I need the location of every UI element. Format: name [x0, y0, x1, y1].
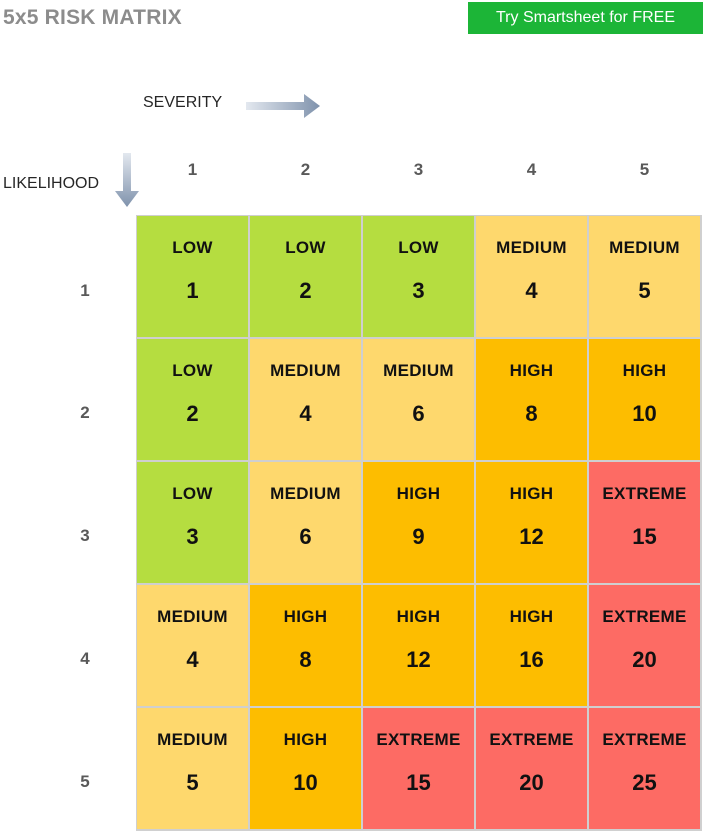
risk-cell: EXTREME 20 [475, 707, 588, 830]
page-title: 5x5 RISK MATRIX [3, 6, 182, 29]
risk-cell: LOW 3 [362, 215, 475, 338]
risk-cell: EXTREME 25 [588, 707, 701, 830]
risk-level: MEDIUM [270, 361, 341, 380]
risk-level: HIGH [283, 607, 328, 626]
risk-level: HIGH [283, 730, 328, 749]
risk-score: 10 [632, 401, 657, 426]
risk-level: EXTREME [602, 730, 687, 749]
likelihood-value: 2 [80, 403, 90, 422]
risk-level: MEDIUM [496, 238, 567, 257]
risk-level: HIGH [622, 361, 667, 380]
risk-score: 20 [519, 770, 544, 795]
risk-cell: HIGH 12 [362, 584, 475, 707]
risk-score: 10 [293, 770, 318, 795]
risk-score: 2 [186, 401, 199, 426]
risk-level: MEDIUM [157, 607, 228, 626]
risk-cell: MEDIUM 4 [136, 584, 249, 707]
risk-score: 16 [519, 647, 544, 672]
risk-score: 8 [525, 401, 538, 426]
likelihood-value: 5 [80, 772, 90, 791]
risk-level: HIGH [396, 484, 441, 503]
likelihood-value: 4 [80, 649, 90, 668]
risk-cell: MEDIUM 4 [475, 215, 588, 338]
risk-level: MEDIUM [383, 361, 454, 380]
risk-score: 4 [299, 401, 312, 426]
risk-cell: HIGH 10 [249, 707, 362, 830]
risk-cell: EXTREME 15 [362, 707, 475, 830]
risk-level: HIGH [509, 484, 554, 503]
severity-value: 5 [639, 160, 650, 179]
risk-score: 3 [412, 278, 425, 303]
risk-score: 15 [406, 770, 431, 795]
risk-level: LOW [172, 361, 213, 380]
risk-score: 20 [632, 647, 657, 672]
risk-score: 12 [406, 647, 431, 672]
risk-level: LOW [172, 238, 213, 257]
risk-level: HIGH [509, 361, 554, 380]
risk-cell: MEDIUM 4 [249, 338, 362, 461]
severity-value: 2 [300, 160, 311, 179]
risk-cell: EXTREME 15 [588, 461, 701, 584]
risk-cell: MEDIUM 6 [249, 461, 362, 584]
severity-value: 1 [187, 160, 198, 179]
risk-cell: LOW 1 [136, 215, 249, 338]
risk-score: 6 [299, 524, 312, 549]
risk-level: MEDIUM [157, 730, 228, 749]
risk-score: 9 [412, 524, 425, 549]
risk-score: 6 [412, 401, 425, 426]
risk-cell: HIGH 8 [249, 584, 362, 707]
risk-level: EXTREME [376, 730, 461, 749]
risk-score: 5 [186, 770, 199, 795]
severity-value: 4 [526, 160, 537, 179]
risk-level: LOW [172, 484, 213, 503]
risk-score: 25 [632, 770, 657, 795]
risk-level: HIGH [509, 607, 554, 626]
risk-score: 4 [186, 647, 199, 672]
try-smartsheet-button[interactable]: Try Smartsheet for FREE [468, 2, 703, 34]
risk-score: 4 [525, 278, 538, 303]
risk-cell: MEDIUM 6 [362, 338, 475, 461]
risk-level: LOW [398, 238, 439, 257]
arrow-down-icon [115, 153, 139, 207]
likelihood-axis-label: LIKELIHOOD [3, 175, 100, 192]
likelihood-value: 1 [80, 281, 90, 300]
risk-level: MEDIUM [270, 484, 341, 503]
risk-score: 1 [186, 278, 199, 303]
risk-level: EXTREME [489, 730, 574, 749]
risk-level: MEDIUM [609, 238, 680, 257]
risk-score: 15 [632, 524, 657, 549]
risk-cell: HIGH 12 [475, 461, 588, 584]
risk-score: 8 [299, 647, 312, 672]
severity-value: 3 [413, 160, 424, 179]
risk-score: 3 [186, 524, 199, 549]
risk-level: EXTREME [602, 484, 687, 503]
risk-cell: HIGH 8 [475, 338, 588, 461]
risk-cell: MEDIUM 5 [588, 215, 701, 338]
risk-cell: HIGH 9 [362, 461, 475, 584]
risk-cell: MEDIUM 5 [136, 707, 249, 830]
risk-level: LOW [285, 238, 326, 257]
risk-matrix-grid: LOW 1 LOW 2 LOW 3 MEDIUM 4 MEDIUM 5 LOW 2 MEDIUM 4 MED… [136, 215, 702, 831]
risk-level: EXTREME [602, 607, 687, 626]
likelihood-value: 3 [80, 526, 90, 545]
risk-cell: EXTREME 20 [588, 584, 701, 707]
severity-axis-label: SEVERITY [143, 94, 223, 111]
risk-cell: HIGH 10 [588, 338, 701, 461]
risk-cell: LOW 3 [136, 461, 249, 584]
risk-cell: LOW 2 [136, 338, 249, 461]
risk-score: 12 [519, 524, 544, 549]
risk-score: 2 [299, 278, 312, 303]
risk-cell: LOW 2 [249, 215, 362, 338]
risk-level: HIGH [396, 607, 441, 626]
arrow-right-icon [246, 94, 320, 118]
risk-cell: HIGH 16 [475, 584, 588, 707]
risk-score: 5 [638, 278, 651, 303]
